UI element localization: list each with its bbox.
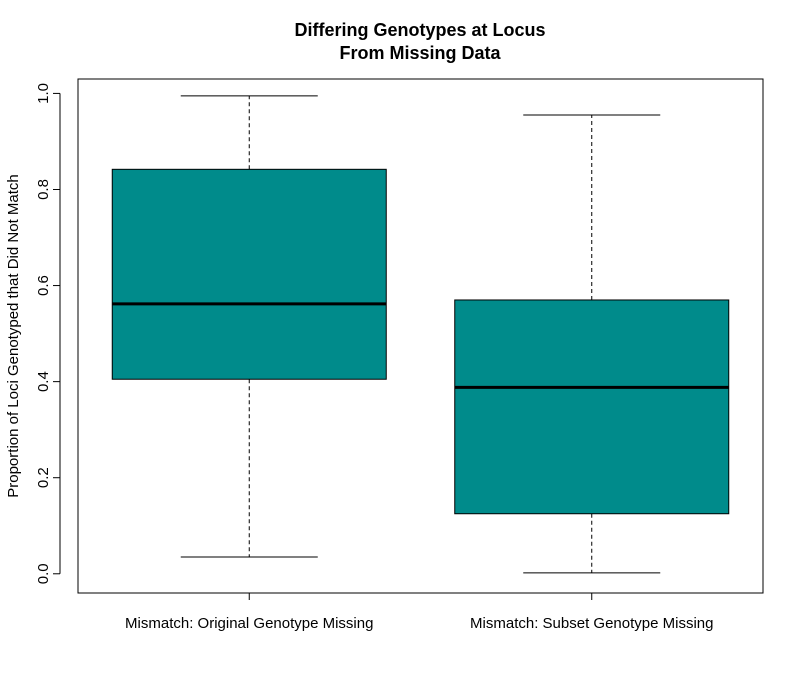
- y-tick-label: 0.8: [35, 179, 52, 200]
- x-tick-label: Mismatch: Subset Genotype Missing: [470, 615, 713, 632]
- chart-title-line-1: Differing Genotypes at Locus: [294, 20, 545, 40]
- y-tick-label: 0.6: [35, 275, 52, 296]
- chart-marks: 0.0 0.2 0.4 0.6 0.8 1.0 Mismatch: Original Gen…: [35, 83, 730, 632]
- y-tick-label: 0.4: [35, 371, 52, 392]
- y-axis-label: Proportion of Loci Genotyped that Did No…: [5, 174, 22, 498]
- x-tick-label: Mismatch: Original Genotype Missing: [125, 615, 373, 632]
- chart-title-line-2: From Missing Data: [339, 43, 501, 63]
- y-tick-label: 0.0: [35, 563, 52, 584]
- box-body: [111, 168, 387, 380]
- y-tick-label: 1.0: [35, 83, 52, 104]
- y-tick-label: 0.2: [35, 467, 52, 488]
- box-body: [454, 299, 730, 515]
